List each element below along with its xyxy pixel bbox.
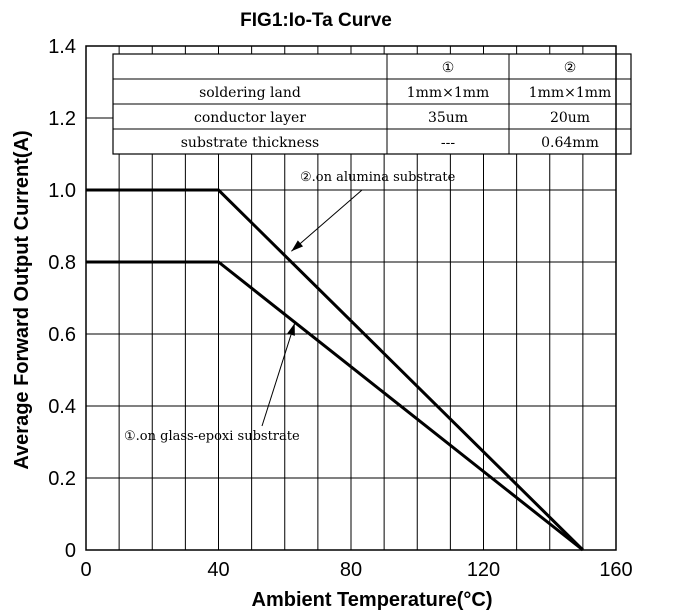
- annotation-arrowhead: [291, 240, 304, 252]
- y-tick-label: 0.4: [48, 396, 76, 418]
- x-axis-label: Ambient Temperature(°C): [252, 589, 493, 611]
- y-tick-label: 0: [65, 540, 76, 562]
- y-tick-label: 1.2: [48, 108, 76, 130]
- annotation-label: ①.on glass-epoxi substrate: [124, 429, 300, 444]
- annotation-label: ②.on alumina substrate: [300, 170, 456, 185]
- annotation-arrow: [261, 323, 296, 427]
- table-cell: ---: [441, 135, 455, 151]
- table-cell: 20um: [550, 110, 590, 126]
- annotations: ②.on alumina substrate ①.on glass-epoxi s…: [124, 170, 456, 444]
- x-tick-label: 40: [207, 559, 229, 581]
- series-line-1: [86, 188, 584, 552]
- table-cell: 1mm×1mm: [407, 85, 490, 101]
- table-cell: 35um: [428, 110, 468, 126]
- x-tick-label: 80: [340, 559, 362, 581]
- series-lines: [86, 188, 584, 552]
- plot-frame: [85, 45, 617, 551]
- y-tick-label: 0.2: [48, 468, 76, 490]
- y-tick-label: 0.8: [48, 252, 76, 274]
- table-cell: substrate thickness: [181, 135, 320, 151]
- table-header-cell: ②: [564, 60, 577, 76]
- y-tick-label: 1.0: [48, 180, 76, 202]
- chart-title: FIG1:Io-Ta Curve: [240, 10, 392, 31]
- x-tick-label: 160: [599, 559, 632, 581]
- annotation-arrow: [291, 189, 363, 252]
- tick-labels: 0 40 80 120 160 0 0.2 0.4 0.6 0.8 1.0 1.2 1.4: [48, 36, 633, 581]
- table-cell: conductor layer: [194, 110, 306, 126]
- y-tick-label: 1.4: [48, 36, 76, 58]
- table-cell: 0.64mm: [541, 135, 599, 151]
- series-line-2: [86, 260, 584, 552]
- y-axis-label: Average Forward Output Current(A): [11, 130, 33, 469]
- y-tick-label: 0.6: [48, 324, 76, 346]
- table-cell: 1mm×1mm: [529, 85, 612, 101]
- table-header-cell: ①: [442, 60, 455, 76]
- x-tick-label: 0: [80, 559, 91, 581]
- annotation-arrowhead: [287, 323, 295, 336]
- spec-table: ① ② soldering land 1mm×1mm 1mm×1mm conductor …: [112, 53, 632, 155]
- table-cell: soldering land: [199, 85, 301, 101]
- x-tick-label: 120: [467, 559, 500, 581]
